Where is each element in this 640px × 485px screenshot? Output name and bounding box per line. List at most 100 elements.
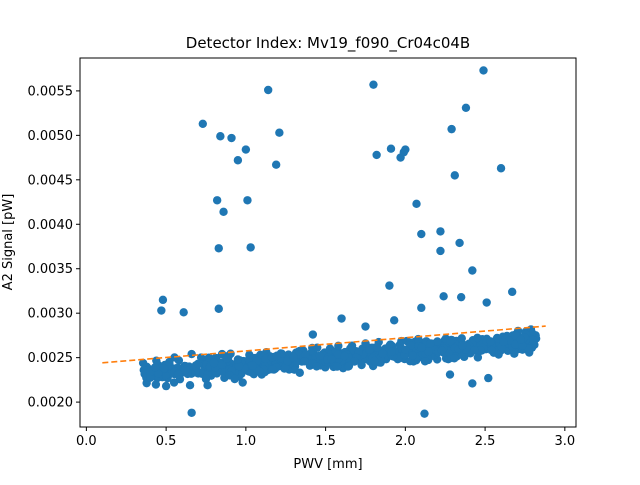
data-point [212,196,222,205]
data-point [241,145,251,154]
chart-title: Detector Index: Mv19_f090_Cr04c04B [186,34,470,53]
data-point [185,381,195,390]
y-tick-label: 0.0040 [28,218,74,233]
data-point [365,345,374,354]
data-point [476,346,485,355]
data-point [272,351,282,360]
data-point [417,303,426,313]
data-point [340,351,349,361]
data-point [181,365,190,375]
data-point [161,371,170,380]
data-point [436,227,445,236]
data-point [445,370,455,379]
data-point [219,207,228,217]
data-point [248,361,257,370]
fit-line [102,325,546,364]
data-point [456,292,466,302]
data-point [187,349,196,359]
data-point [357,360,366,370]
data-point [417,343,426,352]
data-point [315,351,325,360]
data-point [275,128,284,137]
data-point [234,361,244,371]
data-point [385,281,394,290]
x-tick-label: 2.5 [475,434,496,449]
data-point [138,358,148,368]
data-point [373,343,382,352]
data-point [187,408,196,417]
data-point [412,199,421,209]
x-tick-label: 1.0 [236,434,257,449]
data-point [333,350,343,359]
data-point [214,244,223,253]
data-point [301,350,310,360]
data-point [161,381,171,391]
y-tick-label: 0.0050 [28,129,74,144]
data-point [151,380,161,389]
data-point [387,347,396,356]
y-axis: 0.0020 0.0025 0.0030 0.0035 0.0040 0.0045 0.00… [28,84,80,411]
plot-area-frame [79,57,577,428]
data-point [159,363,169,373]
data-point [243,196,252,205]
data-point [179,308,188,317]
x-axis-label: PWV [mm] [293,457,362,472]
y-tick-label: 0.0045 [28,173,74,188]
data-point [308,330,318,339]
x-tick-label: 0.0 [76,434,97,449]
data-point [437,346,447,355]
data-point [209,358,219,368]
data-point [268,365,277,374]
data-point [337,314,346,323]
y-tick-label: 0.0035 [28,262,74,277]
y-tick-label: 0.0020 [28,396,74,411]
data-point [436,246,445,256]
data-point [473,353,483,362]
data-point [372,150,381,160]
data-point [446,337,455,346]
x-tick-label: 0.5 [156,434,177,449]
y-axis-label: A2 Signal [pW] [1,194,16,291]
data-point [424,347,433,356]
data-point [216,132,225,141]
data-point [439,292,448,301]
data-point [450,171,459,180]
data-point [457,334,466,343]
data-point [447,124,456,134]
data-point [238,378,247,387]
data-point [158,295,168,305]
data-point [222,354,231,363]
data-point [499,337,508,347]
data-point [408,351,417,360]
data-point [193,359,203,369]
data-point [312,362,321,371]
data-point [450,354,459,363]
data-point [263,85,273,95]
data-point [496,164,506,173]
data-point [426,339,435,348]
data-point [203,381,212,390]
data-point [198,119,207,128]
data-point [493,333,502,343]
y-tick-label: 0.0025 [28,351,74,366]
data-point [214,304,223,313]
data-point [150,363,160,372]
data-point [528,335,538,345]
data-point [508,287,517,297]
data-point [230,374,239,384]
data-point [401,145,410,154]
data-point [350,357,359,366]
data-point [420,409,429,418]
data-point [233,355,243,364]
data-point [254,366,264,376]
data-point [245,350,254,360]
data-point [153,369,163,378]
data-point [361,322,370,331]
data-point [433,337,442,346]
data-point [370,356,379,366]
data-point [233,156,243,165]
data-point [468,266,477,275]
